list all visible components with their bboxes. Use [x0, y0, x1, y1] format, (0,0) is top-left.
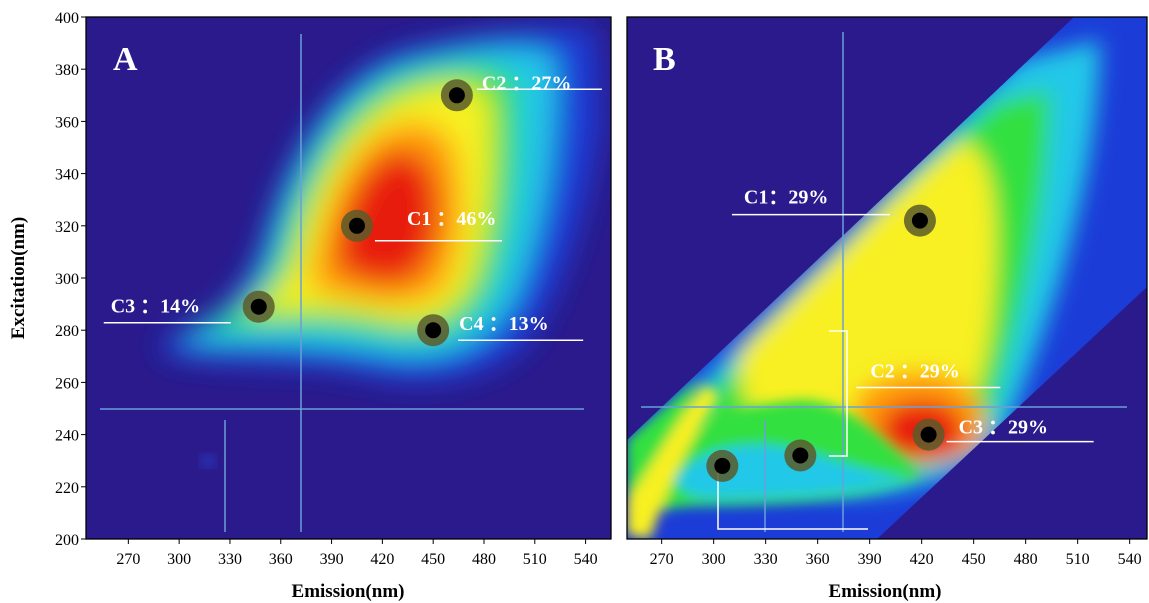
- panel-b-x-tick-label: 480: [1014, 551, 1038, 568]
- panel-b-x-tick-label: 330: [754, 551, 778, 568]
- panel-b-component-4-marker: [714, 457, 731, 474]
- panel-a-y-tick-label: 360: [55, 114, 79, 131]
- panel-a-y-tick-label: 260: [55, 375, 79, 392]
- panel-b-x-tick-label: 270: [650, 551, 674, 568]
- panel-b-component-3-label: C3 ：29%: [959, 417, 1048, 439]
- panel-b-x-tick-label: 300: [702, 551, 726, 568]
- panel-a-component-marks: C1 ：46% C2 ：27% C3 ：14% C4 ：13%: [103, 72, 602, 347]
- panel-b-x-tick-label: 360: [806, 551, 830, 568]
- panel-a-y-tick-label: 200: [55, 532, 79, 549]
- panel-a-x-tick-label: 300: [167, 551, 191, 568]
- panel-b-letter: B: [653, 41, 676, 78]
- panel-a-component-3-marker: [250, 298, 267, 315]
- panel-b-c2-bracket: [829, 330, 848, 457]
- panel-b-ticks: 270 300 330 360 390 420 450 480 510 540: [626, 16, 1148, 568]
- panel-a-letter: A: [113, 41, 138, 78]
- panel-b: B C1：29% C2 ：29% C3 ：29% C4 ：14% 270 300 330 3…: [626, 16, 1148, 602]
- panel-a-component-4-marker: [425, 322, 442, 339]
- panel-a-x-tick-label: 480: [472, 551, 496, 568]
- panel-a-y-tick-label: 380: [55, 62, 79, 79]
- panel-b-component-1-label: C1：29%: [744, 187, 828, 209]
- panel-a-y-axis-label: Excitation(nm): [8, 217, 29, 339]
- panel-b-component-2-marker: [792, 447, 809, 464]
- panel-a-x-tick-label: 270: [116, 551, 140, 568]
- panel-b-component-3-marker: [920, 426, 937, 443]
- panel-b-plot-frame: [626, 16, 1148, 540]
- panel-a-y-tick-label: 240: [55, 428, 79, 445]
- panel-a-x-tick-label: 540: [574, 551, 598, 568]
- panel-a-y-tick-label: 340: [55, 167, 79, 184]
- panel-a-component-1-marker: [348, 217, 365, 234]
- panel-b-x-tick-label: 510: [1066, 551, 1090, 568]
- panel-b-x-tick-label: 390: [858, 551, 882, 568]
- panel-b-x-tick-label: 450: [962, 551, 986, 568]
- panel-a-x-axis-label: Emission(nm): [292, 581, 405, 602]
- panel-a-component-2-marker: [448, 87, 465, 104]
- panel-b-component-marks: C1：29% C2 ：29% C3 ：29% C4 ：14%: [706, 187, 1094, 563]
- panel-a-y-tick-label: 400: [55, 10, 79, 27]
- panel-a-y-tick-label: 280: [55, 323, 79, 340]
- panel-a-x-tick-label: 360: [269, 551, 293, 568]
- panel-a-guide-lines: [100, 34, 584, 532]
- panel-a-y-tick-label: 220: [55, 480, 79, 497]
- panel-b-c4-bracket: [717, 468, 868, 530]
- panel-a-component-4-label: C4 ：13%: [459, 313, 548, 335]
- panel-b-x-tick-label: 540: [1118, 551, 1142, 568]
- panel-a-y-tick-label: 320: [55, 219, 79, 236]
- panel-a-component-1-label: C1 ：46%: [407, 208, 496, 230]
- panel-a-x-tick-label: 420: [370, 551, 394, 568]
- panel-b-x-tick-label: 420: [910, 551, 934, 568]
- panel-b-component-4-label: C4 ：14%: [740, 541, 829, 563]
- panel-b-x-axis-label: Emission(nm): [829, 581, 942, 602]
- panel-a-component-2-label: C2 ：27%: [482, 72, 571, 94]
- panel-a: A C1 ：46% C2 ：27% C3 ：14% C4 ：13% 270 300 330…: [8, 10, 612, 602]
- panel-b-component-2-label: C2 ：29%: [870, 360, 959, 382]
- panel-a-x-tick-label: 390: [320, 551, 344, 568]
- panel-a-ticks: 270 300 330 360 390 420 450 480 510 540 200 220 240 2…: [55, 10, 612, 568]
- panel-b-component-1-marker: [911, 212, 928, 229]
- panel-a-component-3-label: C3 ：14%: [111, 296, 200, 318]
- panel-a-x-tick-label: 450: [421, 551, 445, 568]
- panel-b-guide-lines: [641, 32, 1127, 532]
- panel-a-x-tick-label: 330: [218, 551, 242, 568]
- panel-a-x-tick-label: 510: [523, 551, 547, 568]
- panel-a-fluorescence-map: [158, 26, 600, 467]
- panel-a-y-tick-label: 300: [55, 271, 79, 288]
